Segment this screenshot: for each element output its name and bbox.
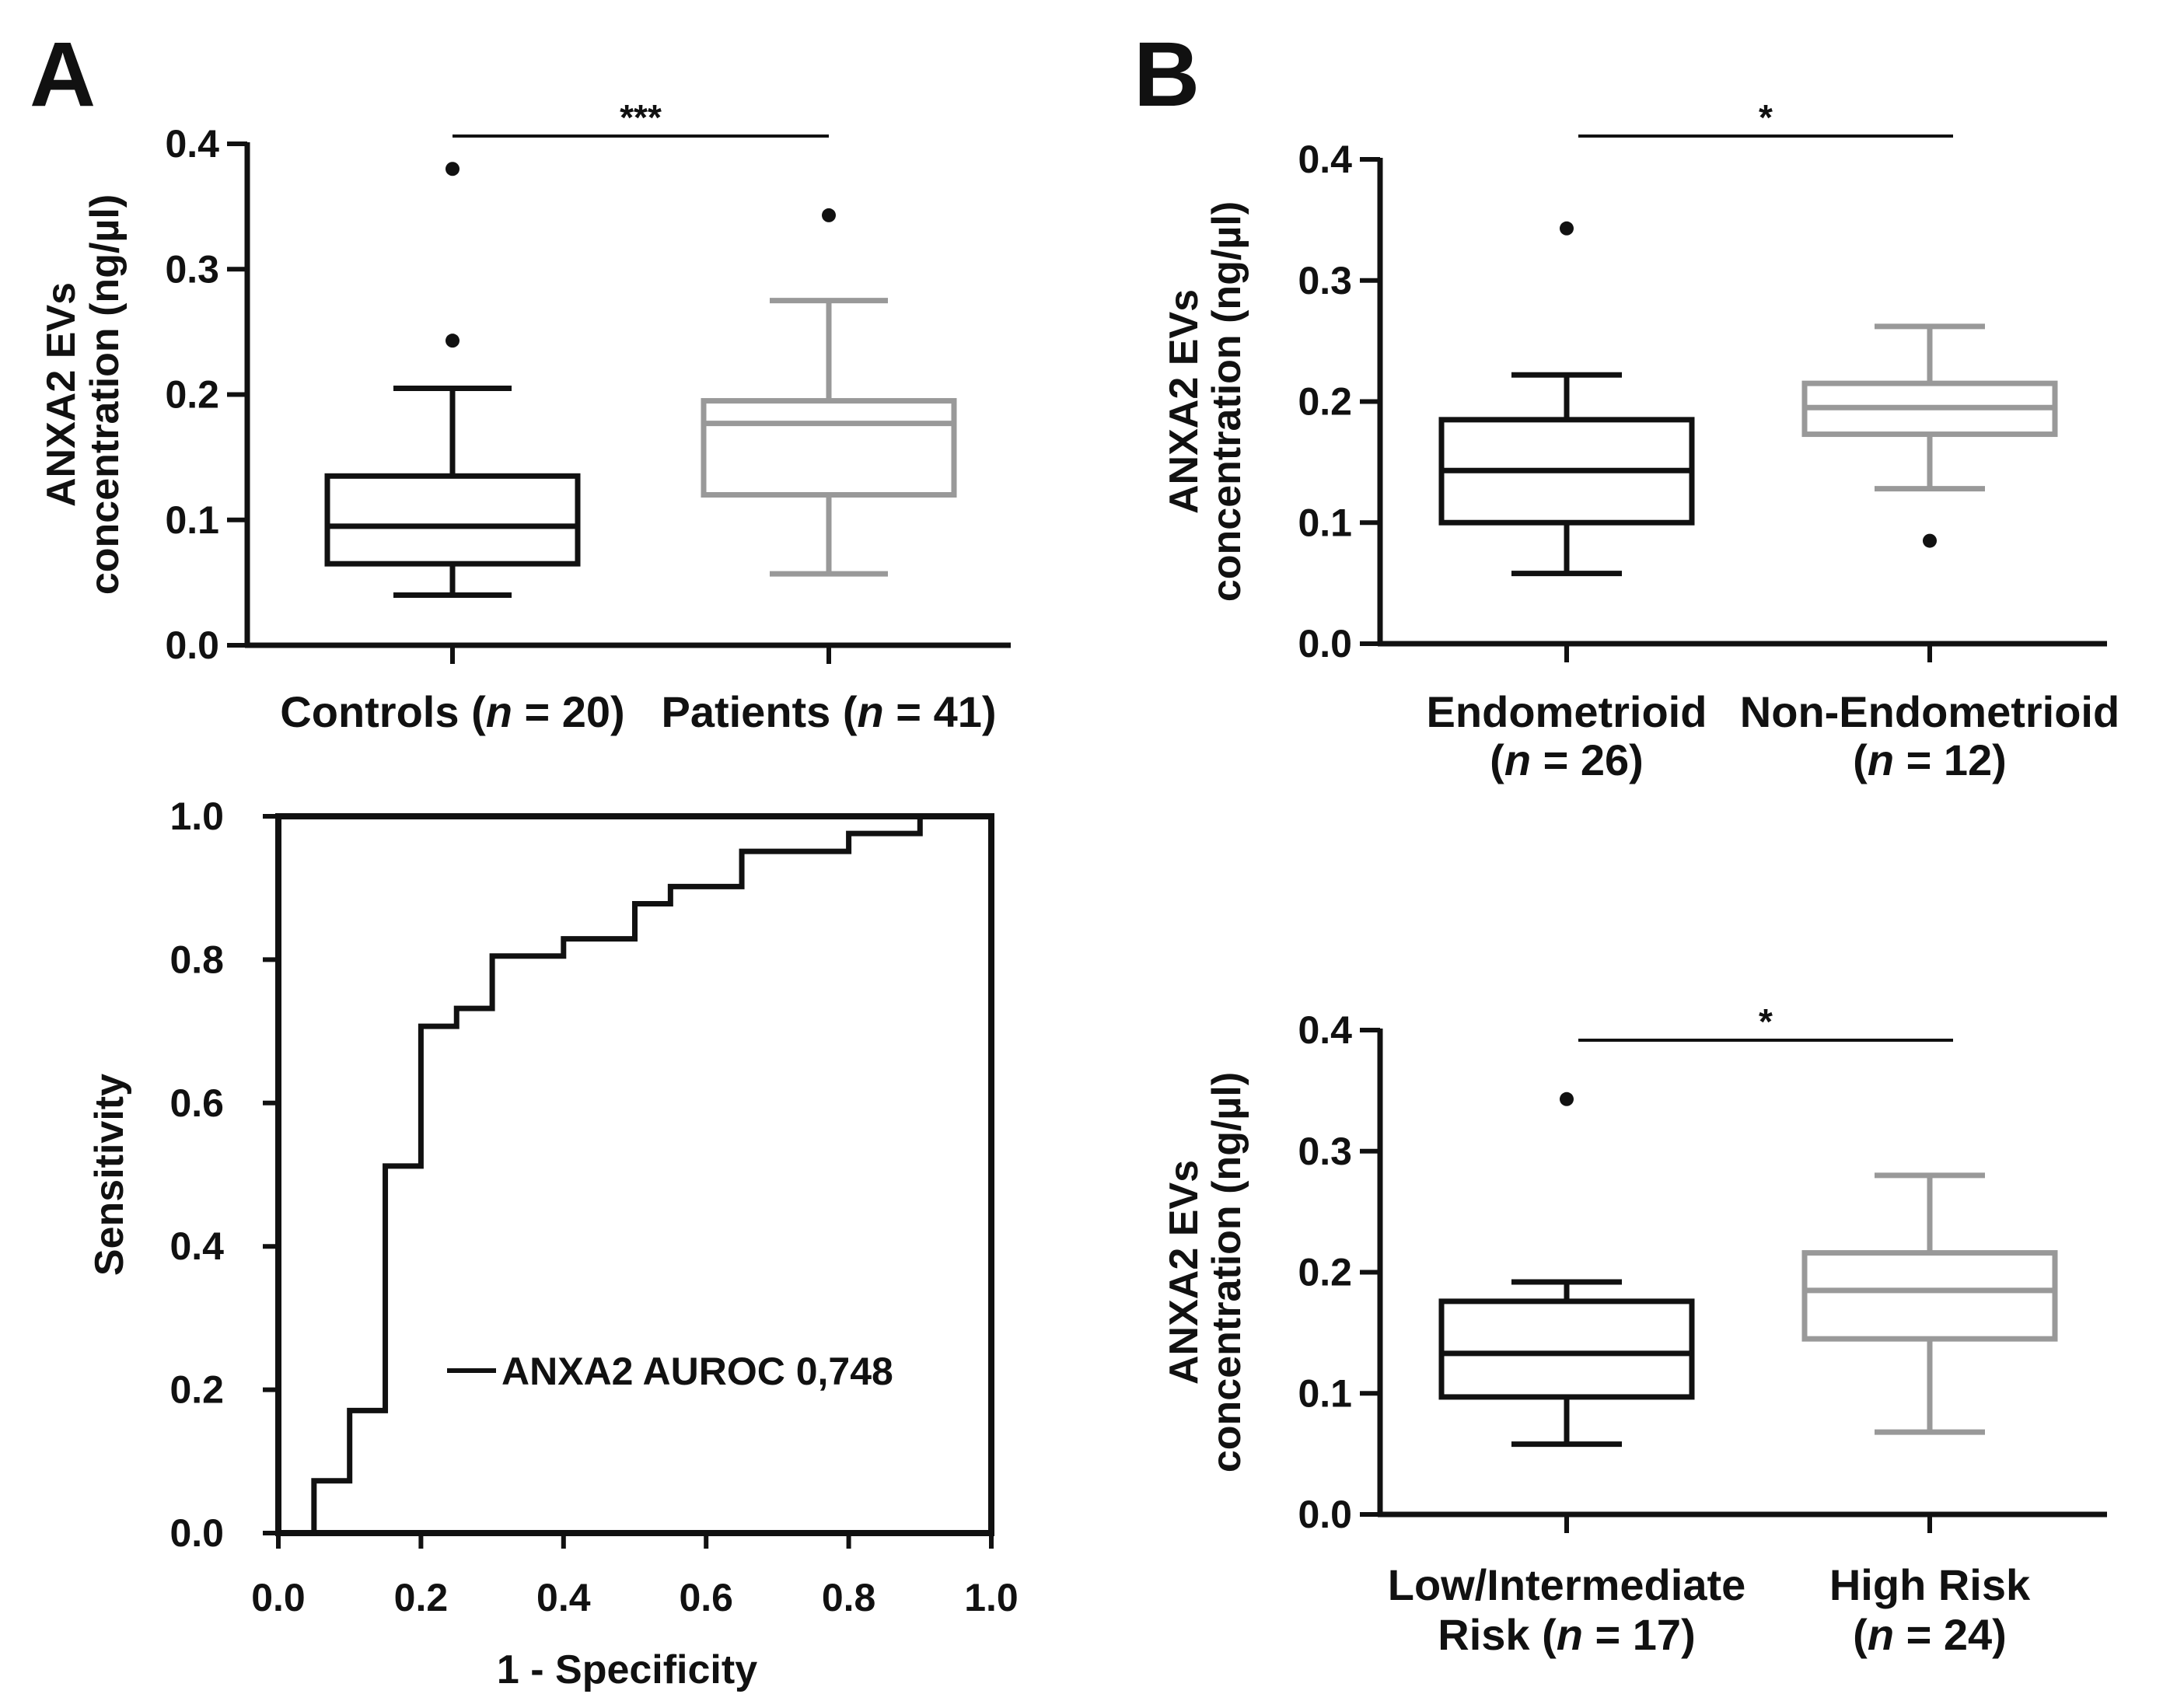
- y-tick-label: 0.1: [1298, 501, 1352, 544]
- outlier-point: [822, 208, 836, 222]
- plot-frame: [275, 813, 994, 1536]
- y-tick-label: 0.3: [165, 247, 219, 291]
- y-tick-label: 1.0: [169, 795, 224, 838]
- y-tick-label: 0.6: [169, 1081, 224, 1125]
- y-tick-label: 0.2: [169, 1368, 224, 1412]
- y-tick-label: 0.3: [1298, 259, 1352, 302]
- y-tick-label: 0.2: [1298, 1251, 1352, 1294]
- y-tick-label: 0.2: [165, 373, 219, 417]
- outlier-point: [446, 162, 460, 176]
- category-label: (n = 24): [1853, 1610, 2007, 1659]
- x-tick-label: 0.8: [822, 1576, 876, 1619]
- outlier-point: [1560, 221, 1574, 236]
- category-label: (n = 12): [1853, 735, 2007, 784]
- y-tick-label: 0.8: [169, 938, 224, 981]
- box-group-2: Non-Endometrioid(n = 12): [1740, 323, 2119, 784]
- y-axis-label: Sensitivity: [87, 1074, 132, 1276]
- x-tick-label: 0.4: [536, 1576, 591, 1619]
- legend-label: ANXA2 AUROC 0,748: [501, 1350, 893, 1393]
- panel-letter-a: A: [30, 23, 96, 126]
- category-label: High Risk: [1829, 1560, 2031, 1609]
- box-group-1: Controls (n = 20): [280, 162, 625, 736]
- category-label: Risk (n = 17): [1438, 1610, 1695, 1659]
- y-axis-label-line1: ANXA2 EVs: [39, 282, 84, 507]
- category-label: Controls (n = 20): [280, 687, 624, 736]
- outlier-point: [1923, 533, 1937, 548]
- y-tick-label: 0.4: [1298, 1008, 1352, 1052]
- y-tick-label: 0.3: [1298, 1130, 1352, 1173]
- y-tick-label: 0.0: [169, 1511, 224, 1555]
- y-axis-label-line1: ANXA2 EVs: [1162, 289, 1207, 514]
- y-tick-label: 0.4: [1298, 138, 1352, 181]
- outlier-point: [446, 334, 460, 348]
- x-tick-label: 0.6: [679, 1576, 733, 1619]
- chart-a_roc: 0.0 0.2 0.4 0.6 0.8 1.0 0.0 0.2 0.4 0.6 0.8 1.0 Sens…: [87, 795, 1019, 1692]
- y-tick-label: 0.1: [165, 498, 219, 542]
- x-tick-label: 1.0: [964, 1576, 1019, 1619]
- y-tick-label: 0.0: [1298, 1493, 1352, 1536]
- y-tick-label: 0.4: [169, 1224, 224, 1268]
- y-tick-label: 0.0: [1298, 622, 1352, 665]
- panel-letter-b: B: [1134, 23, 1200, 126]
- iqr-box: [701, 398, 957, 498]
- significance-label: ***: [620, 97, 662, 138]
- category-label: Patients (n = 41): [661, 687, 996, 736]
- box-group-1: Endometrioid(n = 26): [1427, 221, 1707, 784]
- y-axis-label-line2: concentration (ng/µl): [82, 194, 128, 595]
- y-tick-label: 0.2: [1298, 380, 1352, 424]
- category-label: Non-Endometrioid: [1740, 687, 2119, 736]
- significance-label: *: [1759, 1001, 1773, 1042]
- y-axis-label-line1: ANXA2 EVs: [1162, 1160, 1207, 1385]
- iqr-box: [324, 473, 581, 567]
- box-group-2: Patients (n = 41): [661, 208, 997, 736]
- y-axis-label-line2: concentration (ng/µl): [1204, 1072, 1249, 1472]
- iqr-box: [1438, 1298, 1695, 1400]
- y-tick-label: 0.4: [165, 122, 219, 166]
- y-tick-label: 0.1: [1298, 1371, 1352, 1415]
- category-label: Endometrioid: [1427, 687, 1707, 736]
- iqr-box: [1801, 1250, 2058, 1342]
- y-axis-label-line2: concentration (ng/µl): [1204, 201, 1249, 602]
- category-label: (n = 26): [1490, 735, 1644, 784]
- box-group-2: High Risk(n = 24): [1801, 1172, 2058, 1659]
- x-tick-label: 0.0: [251, 1576, 306, 1619]
- outlier-point: [1560, 1092, 1574, 1106]
- category-label: Low/Intermediate: [1388, 1560, 1746, 1609]
- y-tick-label: 0.0: [165, 623, 219, 667]
- x-axis-label: 1 - Specificity: [497, 1647, 757, 1692]
- roc-curve: [278, 816, 923, 1536]
- x-tick-label: 0.2: [394, 1576, 449, 1619]
- significance-label: *: [1759, 97, 1773, 138]
